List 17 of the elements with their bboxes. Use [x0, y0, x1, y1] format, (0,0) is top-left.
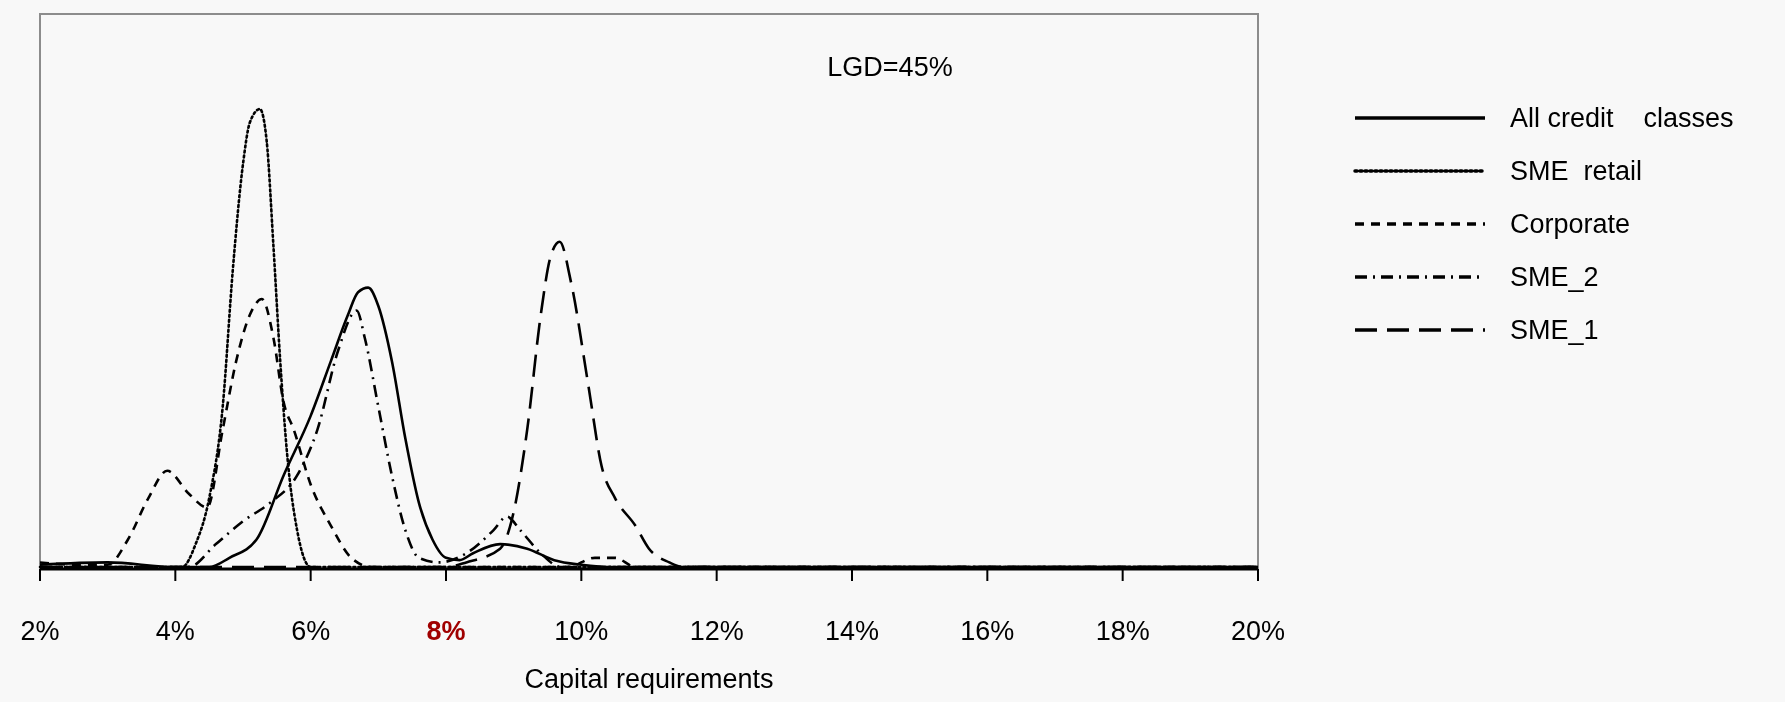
x-tick-label: 16% — [960, 616, 1015, 646]
legend-label: All credit classes — [1510, 103, 1734, 133]
x-tick-label: 2% — [20, 616, 60, 646]
x-tick-label: 12% — [689, 616, 744, 646]
x-tick-label: 18% — [1095, 616, 1150, 646]
x-tick-label: 10% — [554, 616, 609, 646]
x-axis-title: Capital requirements — [524, 664, 774, 694]
legend-label: SME_1 — [1510, 315, 1599, 345]
x-tick-label: 4% — [155, 616, 195, 646]
x-tick-label: 6% — [291, 616, 331, 646]
x-tick-label: 8% — [426, 616, 466, 646]
legend-label: Corporate — [1510, 209, 1631, 239]
x-tick-label: 14% — [824, 616, 880, 646]
legend-label: SME_2 — [1510, 262, 1599, 292]
text: LGD=45% — [827, 52, 953, 82]
legend-label: SME retail — [1510, 156, 1643, 186]
x-tick-label: 20% — [1230, 616, 1286, 646]
